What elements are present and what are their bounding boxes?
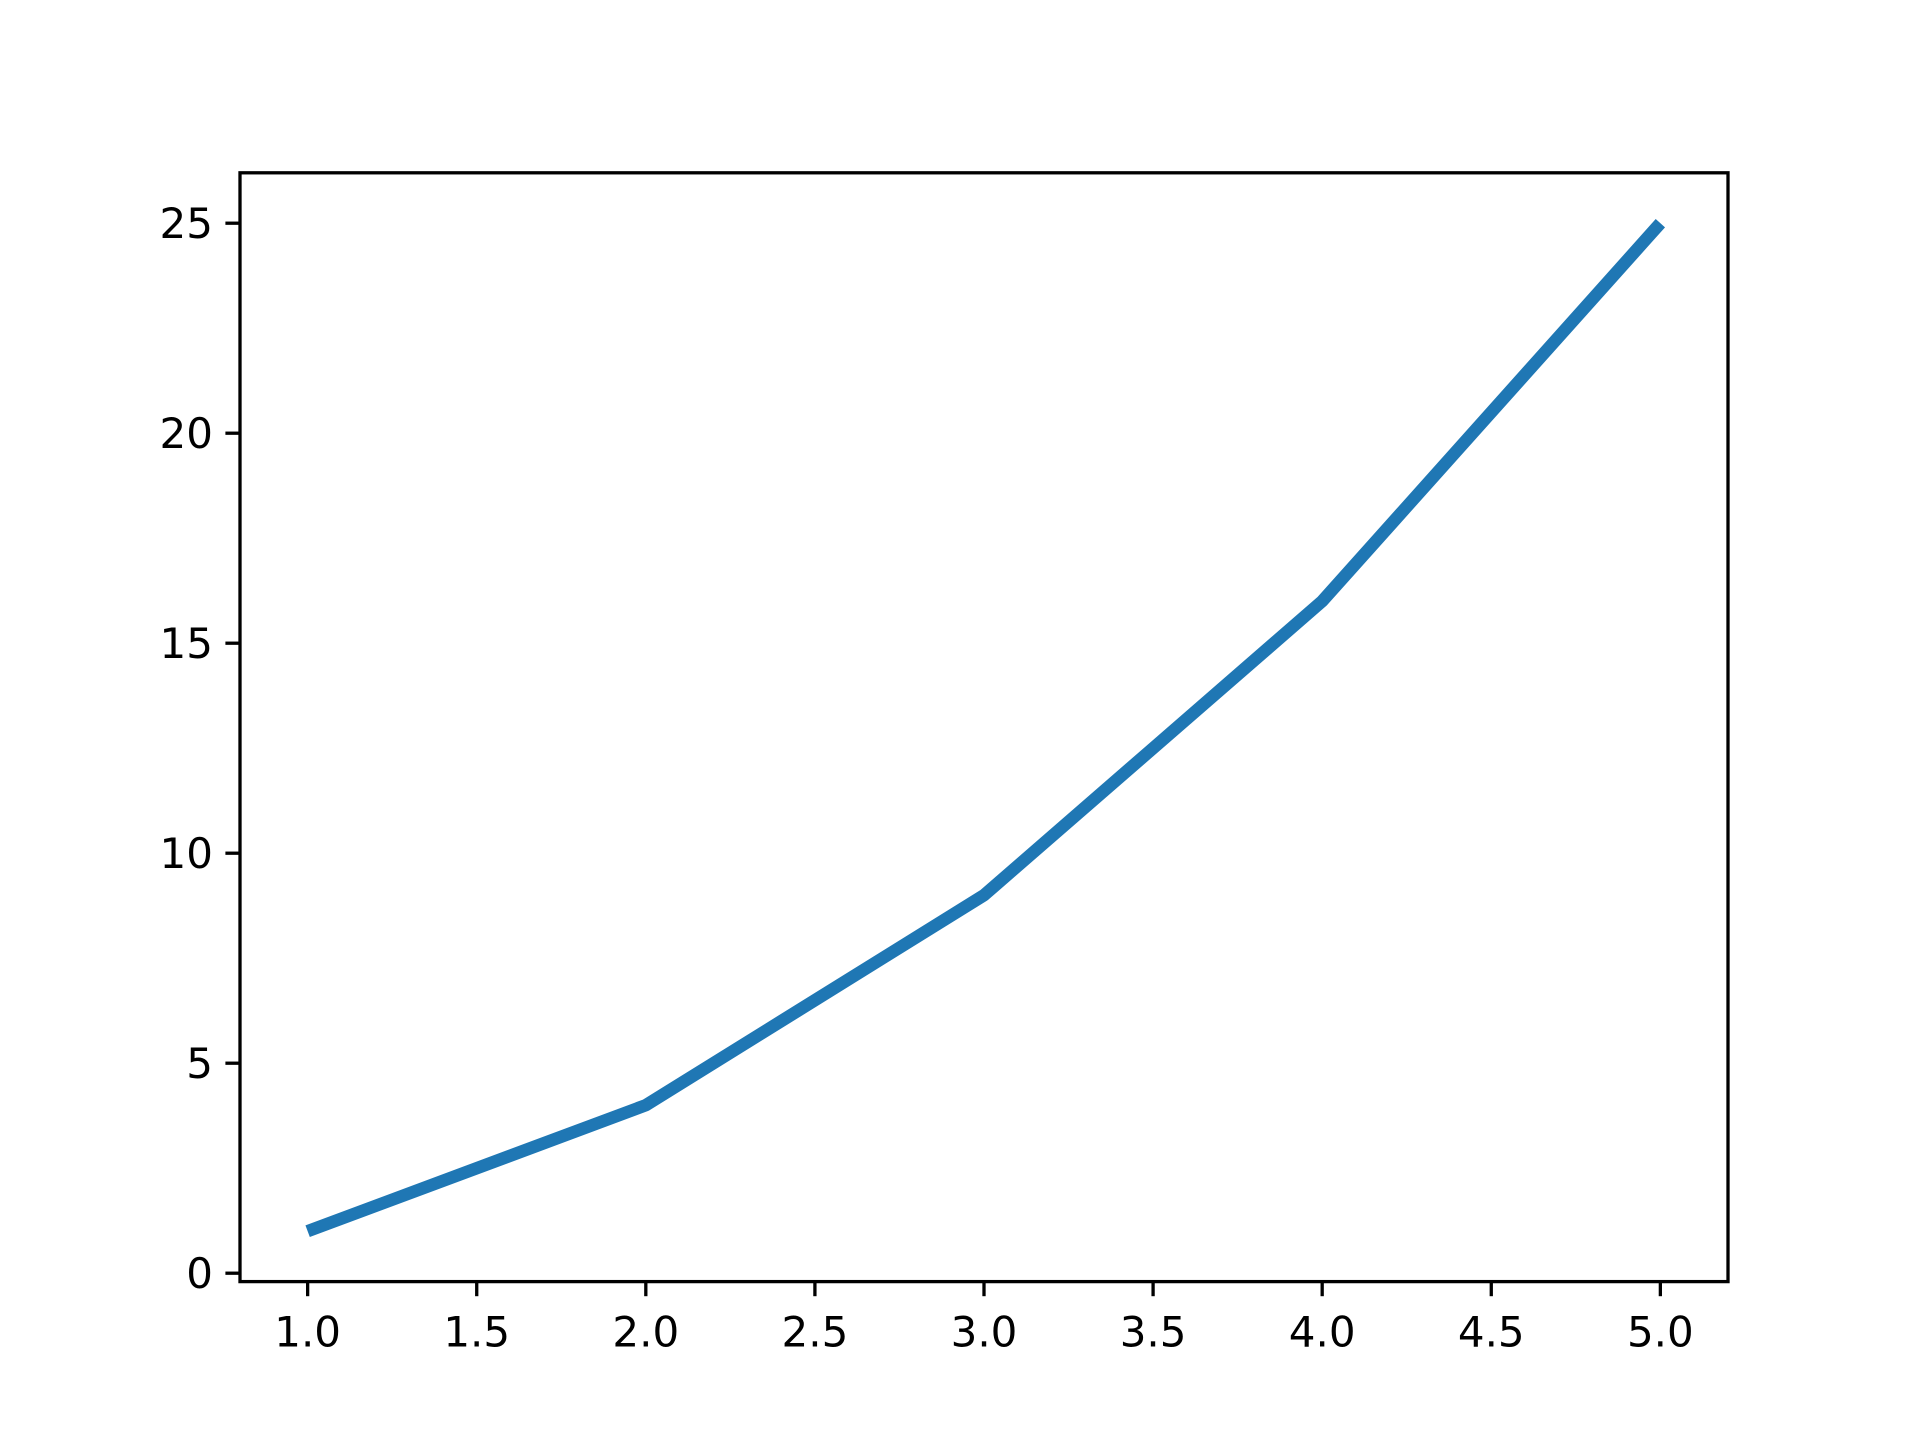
- x-tick-label: 2.0: [612, 1308, 679, 1357]
- y-tick-label: 10: [160, 829, 213, 878]
- x-tick-label: 1.0: [274, 1308, 341, 1357]
- y-tick-label: 15: [160, 619, 213, 668]
- y-tick-label: 20: [160, 409, 213, 458]
- y-axis: 0 5 10 15 20 25: [160, 199, 240, 1298]
- x-tick-label: 3.0: [951, 1308, 1018, 1357]
- plot-area: [305, 219, 1666, 1238]
- x-axis: 1.0 1.5 2.0 2.5 3.0 3.5 4.0 4.5 5.0: [274, 1281, 1694, 1357]
- x-tick-label: 3.5: [1120, 1308, 1187, 1357]
- series-line-0: [305, 219, 1666, 1238]
- x-tick-label: 4.0: [1289, 1308, 1356, 1357]
- x-tick-label: 2.5: [782, 1308, 849, 1357]
- axes-frame: [238, 171, 1730, 1284]
- y-tick-label: 25: [160, 199, 213, 248]
- x-tick-label: 5.0: [1627, 1308, 1694, 1357]
- y-tick-label: 0: [186, 1249, 213, 1298]
- y-tick-label: 5: [186, 1039, 213, 1088]
- x-tick-label: 1.5: [443, 1308, 510, 1357]
- x-tick-label: 4.5: [1458, 1308, 1525, 1357]
